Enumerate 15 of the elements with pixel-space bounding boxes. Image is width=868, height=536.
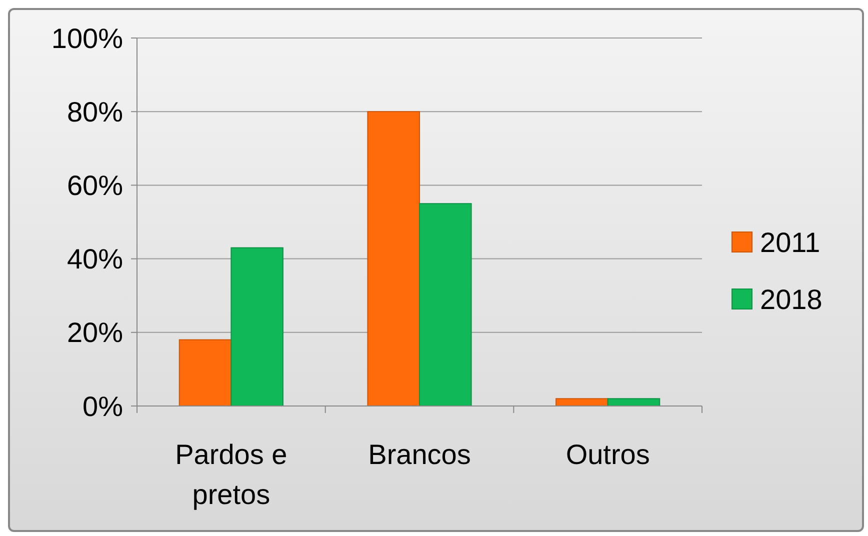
- legend-label: 2011: [760, 226, 820, 258]
- y-tick-label: 0%: [82, 390, 123, 422]
- x-tick-label: Pardos e pretos: [175, 439, 288, 510]
- y-tick-label: 40%: [66, 244, 123, 275]
- y-tick-label: 60%: [66, 170, 123, 201]
- x-tick-label: Brancos: [368, 439, 471, 470]
- bar: [419, 203, 472, 406]
- y-tick-label: 80%: [66, 96, 123, 128]
- bar: [230, 247, 284, 406]
- y-tick-label: 20%: [66, 317, 123, 348]
- bar: [178, 339, 232, 406]
- bar: [367, 111, 420, 406]
- legend-label: 2018: [760, 284, 822, 315]
- y-tick-label: 100%: [51, 22, 123, 54]
- x-tick-label: Outros: [566, 439, 650, 470]
